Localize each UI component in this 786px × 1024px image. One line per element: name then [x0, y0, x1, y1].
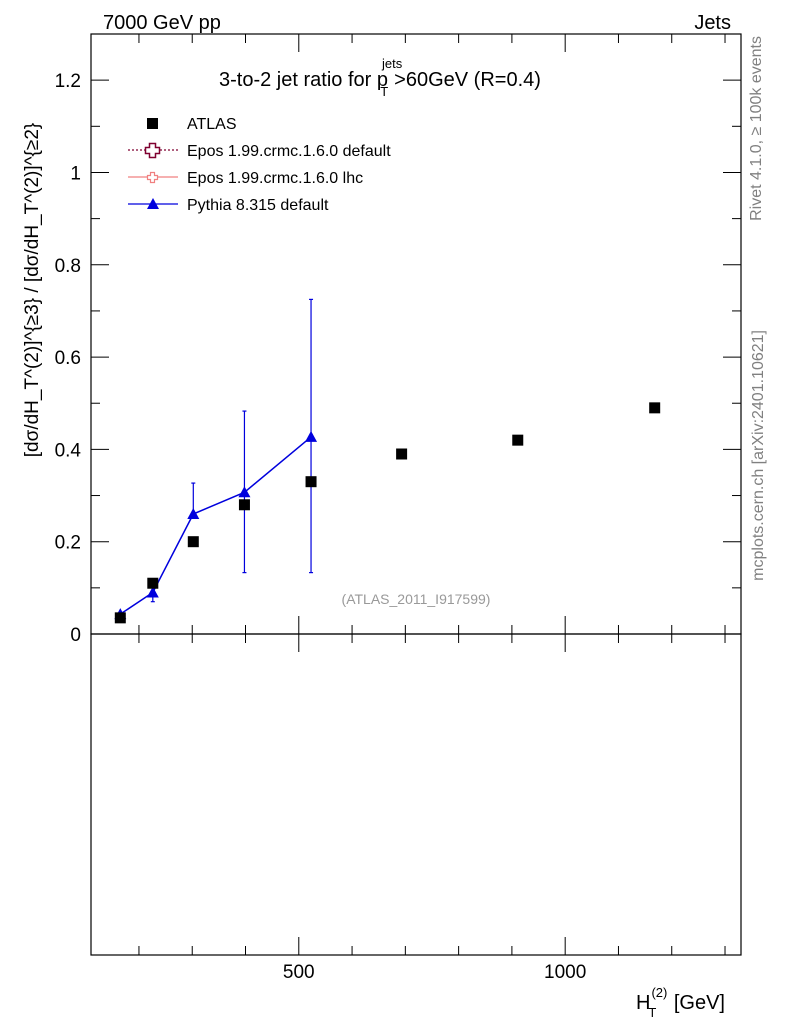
legend-label-epos-lhc: Epos 1.99.crmc.1.6.0 lhc: [187, 170, 363, 187]
x-axis-label-unit: [GeV]: [668, 992, 725, 1014]
y-axis-label-text: [dσ/dH_T^(2)]^{≥3} / [dσ/dH_T^(2)]^{≥2}: [22, 123, 43, 458]
atlas-series: [114, 402, 661, 624]
atlas-point: [512, 434, 524, 446]
x-axis-label-sub: T: [648, 1005, 656, 1020]
x-tick-label: 500: [283, 962, 315, 983]
chart-title-prefix: 3-to-2 jet ratio for p: [219, 69, 388, 91]
atlas-point: [396, 448, 408, 460]
pythia-point: [146, 586, 159, 598]
legend-marker-pythia: [147, 198, 159, 209]
y-tick-label: 0.4: [55, 440, 82, 461]
ratio-plot-frame: [90, 633, 742, 956]
atlas-point: [238, 499, 250, 511]
legend-label-pythia: Pythia 8.315 default: [187, 197, 329, 214]
legend-marker-atlas: [147, 118, 158, 129]
y-axis-label: [dσ/dH_T^(2)]^{≥3} / [dσ/dH_T^(2)]^{≥2}: [22, 123, 43, 458]
chart-title: 3-to-2 jet ratio for pjets T >60GeV (R=0.4…: [219, 56, 541, 99]
y-tick-label: 1.2: [55, 71, 81, 92]
atlas-point: [187, 536, 199, 548]
y-tick-label: 0.8: [55, 256, 81, 277]
y-axis-ticks: 0 0.2 0.4 0.6 0.8 1 1.2: [55, 33, 741, 646]
x-axis-ticks: 500 1000: [138, 34, 726, 983]
legend-marker-epos-lhc: [146, 171, 159, 184]
header-left-label: 7000 GeV pp: [103, 12, 221, 34]
chart-title-suffix: >60GeV (R=0.4): [394, 69, 541, 91]
pythia-series: [114, 298, 318, 620]
atlas-point: [305, 476, 317, 488]
chart-title-sup: jets: [381, 56, 403, 71]
x-axis-label-main: H: [636, 992, 650, 1014]
x-axis-label: H(2) T [GeV]: [636, 985, 725, 1020]
rivet-label: Rivet 4.1.0, ≥ 100k events: [748, 36, 765, 221]
pythia-point: [238, 486, 251, 498]
pythia-point: [305, 430, 318, 442]
atlas-point: [649, 402, 661, 414]
chart-title-sub: T: [380, 84, 388, 99]
mcplots-label: mcplots.cern.ch [arXiv:2401.10621]: [750, 330, 767, 581]
header-right-label: Jets: [694, 12, 731, 34]
pythia-point: [187, 508, 200, 519]
x-tick-label: 1000: [544, 962, 586, 983]
y-tick-label: 0.2: [55, 533, 81, 554]
x-axis-label-sup: (2): [651, 985, 667, 1000]
legend-label-epos-default: Epos 1.99.crmc.1.6.0 default: [187, 143, 391, 160]
y-tick-label: 0: [70, 625, 81, 646]
y-tick-label: 0.6: [55, 348, 81, 369]
analysis-watermark: (ATLAS_2011_I917599): [342, 591, 491, 607]
y-tick-label: 1: [70, 163, 81, 184]
legend-marker-epos-default: [144, 142, 161, 159]
atlas-point: [147, 577, 159, 589]
legend-label-atlas: ATLAS: [187, 116, 237, 133]
legend: ATLAS Epos 1.99.crmc.1.6.0 default Epos …: [128, 116, 391, 214]
atlas-point: [114, 612, 126, 624]
